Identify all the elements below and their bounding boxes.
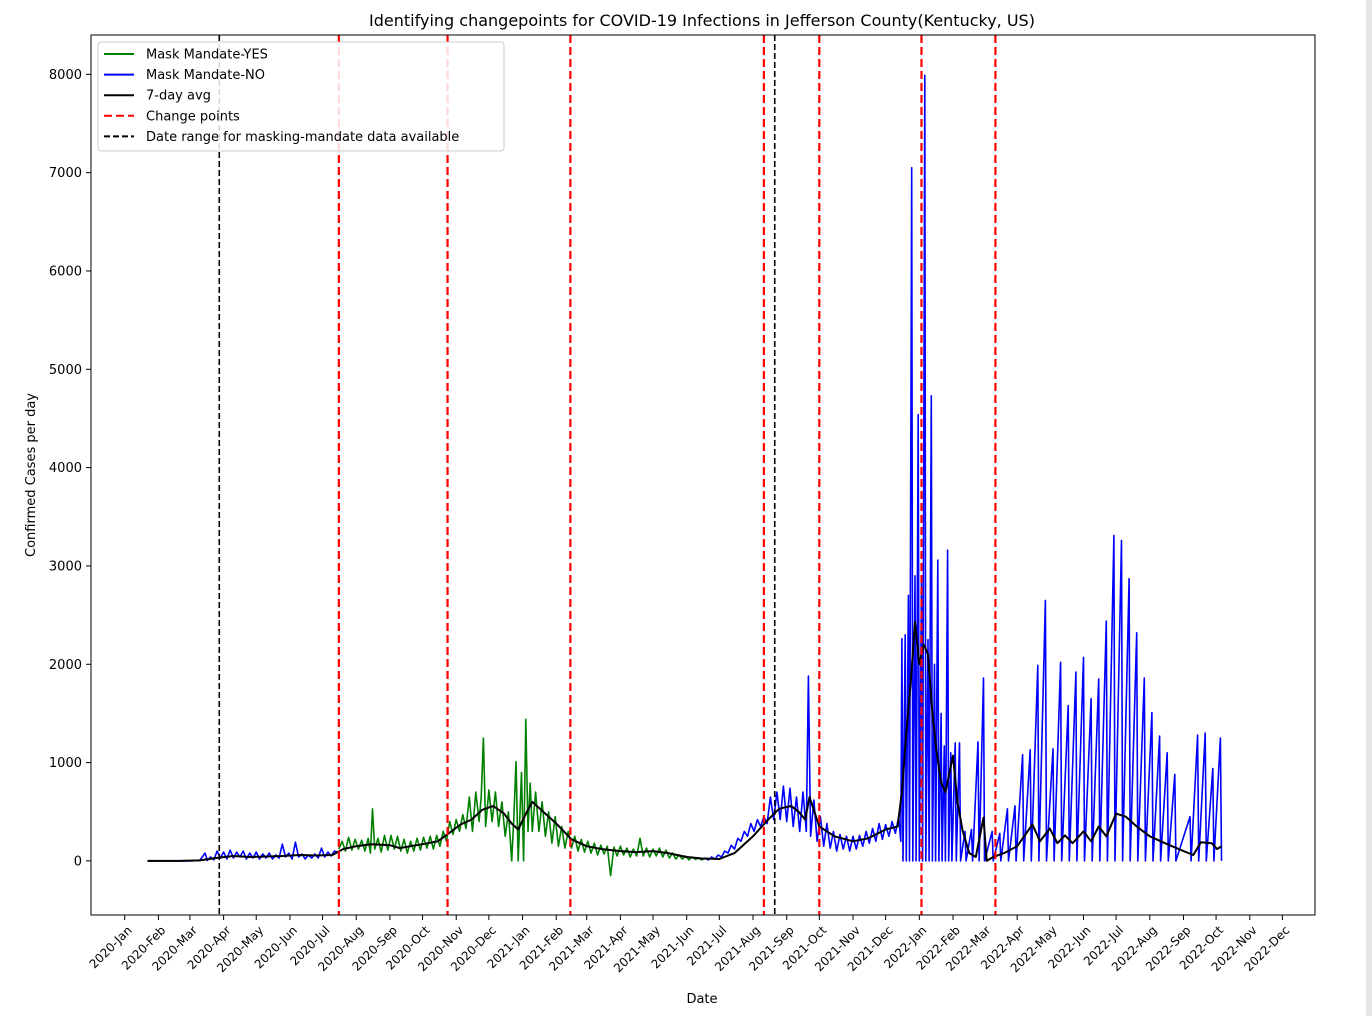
y-axis-label: Confirmed Cases per day	[24, 393, 39, 557]
legend-label: Change points	[146, 109, 240, 124]
plot-data	[148, 75, 1222, 875]
legend-label: 7-day avg	[146, 89, 211, 104]
y-tick-label: 8000	[49, 68, 82, 83]
chart-title: Identifying changepoints for COVID-19 In…	[369, 11, 1035, 30]
legend-label: Mask Mandate-NO	[146, 68, 265, 83]
y-tick-label: 2000	[49, 658, 82, 673]
series-line-mask-mandate-no-0	[148, 842, 338, 861]
plot-frame	[91, 35, 1315, 915]
y-tick-label: 4000	[49, 461, 82, 476]
y-tick-label: 3000	[49, 559, 82, 574]
legend-label: Date range for masking-mandate data avai…	[146, 130, 459, 145]
series-line-mask-mandate-no-2	[705, 75, 1221, 861]
y-tick-label: 6000	[49, 264, 82, 279]
scrollbar[interactable]	[1366, 0, 1372, 1016]
plot-lines	[219, 35, 995, 915]
x-axis: 2020-Jan2020-Feb2020-Mar2020-Apr2020-May…	[87, 915, 1293, 975]
y-tick-label: 1000	[49, 756, 82, 771]
y-tick-label: 0	[74, 854, 82, 869]
legend-label: Mask Mandate-YES	[146, 48, 268, 63]
x-axis-label: Date	[686, 992, 717, 1007]
y-tick-label: 7000	[49, 166, 82, 181]
y-axis: 0 1000 2000 3000 4000 5000 6000 7000 8000	[49, 68, 91, 870]
legend: Mask Mandate-YES Mask Mandate-NO 7-day avg…	[98, 42, 504, 151]
y-tick-label: 5000	[49, 363, 82, 378]
